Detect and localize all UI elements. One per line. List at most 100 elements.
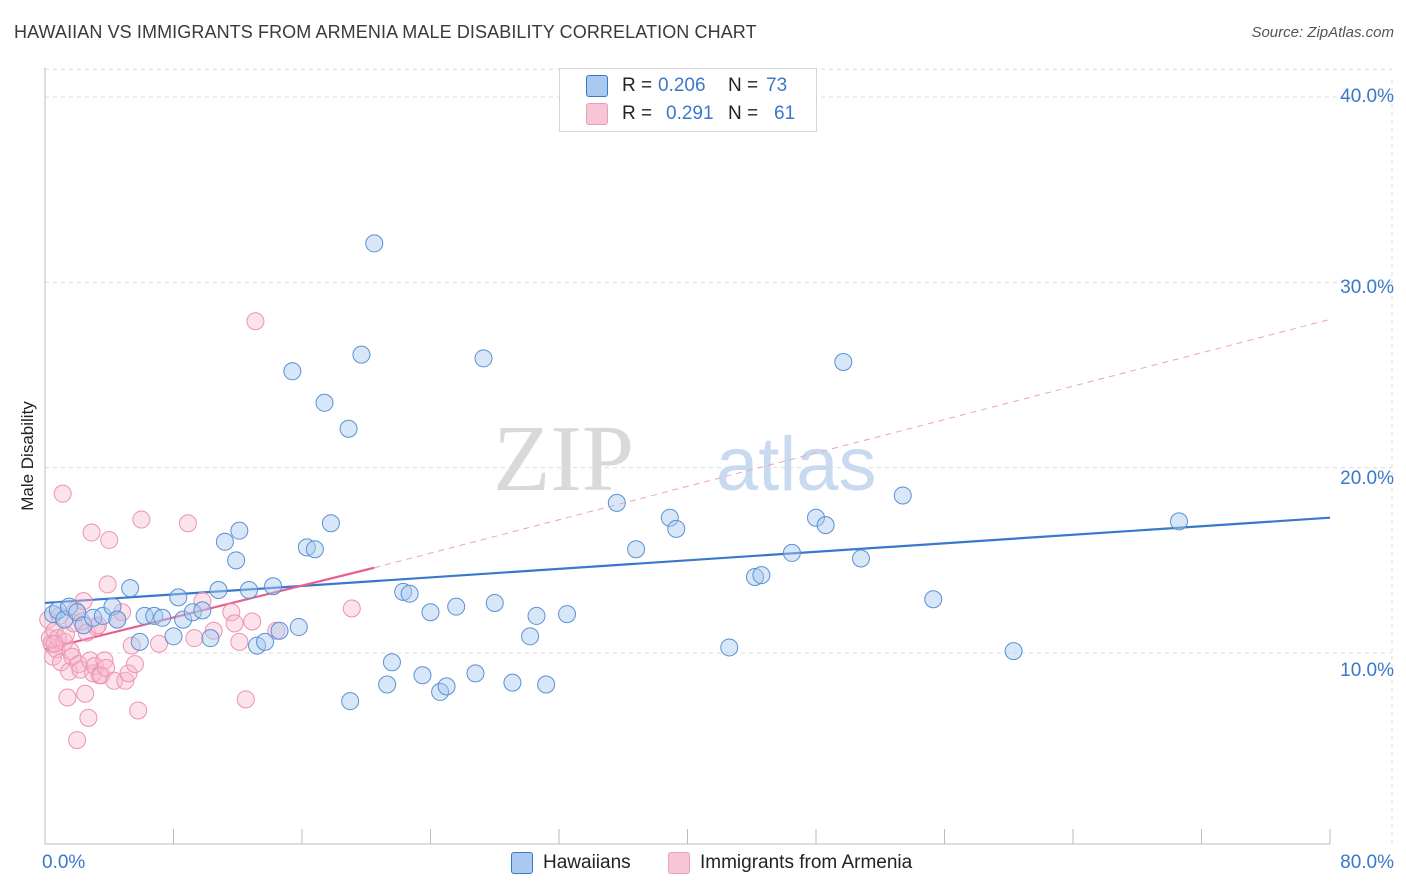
legend-n-value-hawaiians: 73 bbox=[766, 75, 788, 96]
point-hawaiians bbox=[745, 568, 764, 587]
point-armenia bbox=[178, 514, 197, 533]
point-hawaiians bbox=[153, 608, 172, 627]
point-hawaiians bbox=[421, 603, 440, 622]
point-hawaiians bbox=[130, 632, 149, 651]
point-hawaiians bbox=[264, 577, 283, 596]
legend-row-hawaiians: R = 0.206 N = 73 bbox=[586, 73, 787, 99]
point-hawaiians bbox=[378, 675, 397, 694]
point-hawaiians bbox=[720, 638, 739, 657]
point-armenia bbox=[119, 664, 138, 683]
point-armenia bbox=[95, 651, 114, 670]
point-hawaiians bbox=[74, 616, 93, 635]
point-armenia bbox=[98, 575, 117, 594]
point-hawaiians bbox=[924, 590, 943, 609]
point-hawaiians bbox=[816, 516, 835, 535]
point-hawaiians bbox=[782, 543, 801, 562]
point-hawaiians bbox=[169, 588, 188, 607]
y-axis-label: Male Disability bbox=[18, 401, 37, 511]
point-hawaiians bbox=[174, 610, 193, 629]
point-hawaiians bbox=[352, 345, 371, 364]
legend-item-armenia[interactable]: Immigrants from Armenia bbox=[668, 852, 912, 874]
point-armenia bbox=[97, 658, 116, 677]
point-armenia bbox=[222, 603, 241, 622]
x-tick-label-min: 0.0% bbox=[42, 852, 86, 873]
point-armenia bbox=[243, 612, 262, 631]
point-hawaiians bbox=[321, 514, 340, 533]
legend-r-label: R = bbox=[622, 75, 653, 96]
legend-label-armenia: Immigrants from Armenia bbox=[700, 852, 913, 873]
point-armenia bbox=[225, 614, 244, 633]
point-hawaiians bbox=[474, 349, 493, 368]
point-armenia bbox=[100, 530, 119, 549]
point-hawaiians bbox=[400, 584, 419, 603]
point-hawaiians bbox=[365, 234, 384, 253]
legend-swatch-blue bbox=[586, 75, 608, 97]
y-tick-label-20: 20.0% bbox=[1340, 468, 1394, 489]
point-hawaiians bbox=[394, 582, 413, 601]
point-hawaiians bbox=[270, 621, 289, 640]
point-hawaiians bbox=[503, 673, 522, 692]
y-tick-label-10: 10.0% bbox=[1340, 660, 1394, 681]
point-hawaiians bbox=[752, 566, 771, 585]
point-armenia bbox=[58, 688, 77, 707]
point-hawaiians bbox=[413, 666, 432, 685]
point-hawaiians bbox=[807, 508, 825, 527]
point-armenia bbox=[79, 708, 98, 727]
point-hawaiians bbox=[485, 593, 504, 612]
point-armenia bbox=[85, 656, 104, 675]
point-hawaiians bbox=[121, 579, 140, 598]
point-hawaiians bbox=[339, 419, 358, 438]
point-hawaiians bbox=[466, 664, 485, 683]
watermark-atlas: atlas bbox=[716, 422, 877, 507]
point-armenia bbox=[125, 655, 144, 674]
point-hawaiians bbox=[1004, 642, 1023, 661]
point-armenia bbox=[150, 634, 169, 653]
point-hawaiians bbox=[209, 580, 228, 599]
point-armenia bbox=[342, 599, 361, 618]
point-hawaiians bbox=[164, 627, 183, 646]
point-armenia bbox=[236, 690, 255, 709]
point-armenia bbox=[39, 610, 58, 629]
point-hawaiians bbox=[437, 677, 456, 696]
point-hawaiians bbox=[256, 632, 275, 651]
legend-swatch-pink bbox=[586, 103, 608, 125]
point-hawaiians bbox=[627, 540, 646, 559]
legend-r-label: R = bbox=[622, 103, 653, 124]
point-hawaiians bbox=[44, 605, 63, 624]
point-armenia bbox=[230, 632, 249, 651]
watermark: ZIP atlas bbox=[493, 407, 877, 511]
point-armenia bbox=[68, 731, 87, 750]
point-hawaiians bbox=[315, 393, 334, 412]
point-hawaiians bbox=[382, 653, 401, 672]
point-armenia bbox=[246, 312, 265, 331]
legend-row-armenia: R = 0.291 N = 61 bbox=[586, 101, 795, 127]
point-hawaiians bbox=[48, 601, 67, 620]
legend-swatch-armenia bbox=[668, 852, 690, 874]
point-hawaiians bbox=[607, 493, 626, 512]
x-tick-label-max: 80.0% bbox=[1340, 852, 1394, 873]
point-hawaiians bbox=[201, 629, 220, 648]
point-hawaiians bbox=[215, 532, 234, 551]
axes bbox=[44, 68, 1331, 845]
legend-label-hawaiians: Hawaiians bbox=[543, 852, 631, 873]
watermark-zip: ZIP bbox=[493, 407, 634, 511]
point-hawaiians bbox=[230, 521, 249, 540]
legend-n-value-armenia: 61 bbox=[774, 103, 796, 124]
data-points bbox=[39, 234, 1189, 750]
point-hawaiians bbox=[289, 618, 308, 637]
legend-r-value-hawaiians: 0.206 bbox=[658, 75, 706, 96]
point-hawaiians bbox=[660, 508, 679, 527]
point-armenia bbox=[45, 634, 64, 653]
point-hawaiians bbox=[283, 362, 302, 381]
point-armenia bbox=[63, 647, 82, 666]
legend-item-hawaiians[interactable]: Hawaiians bbox=[511, 852, 631, 874]
point-hawaiians bbox=[239, 580, 258, 599]
point-armenia bbox=[82, 523, 101, 542]
trend-line-hawaiians bbox=[44, 516, 1331, 605]
point-hawaiians bbox=[1170, 512, 1189, 531]
point-hawaiians bbox=[851, 549, 870, 568]
chart-title: HAWAIIAN VS IMMIGRANTS FROM ARMENIA MALE… bbox=[14, 22, 757, 42]
point-armenia bbox=[129, 701, 148, 720]
point-hawaiians bbox=[227, 551, 246, 570]
